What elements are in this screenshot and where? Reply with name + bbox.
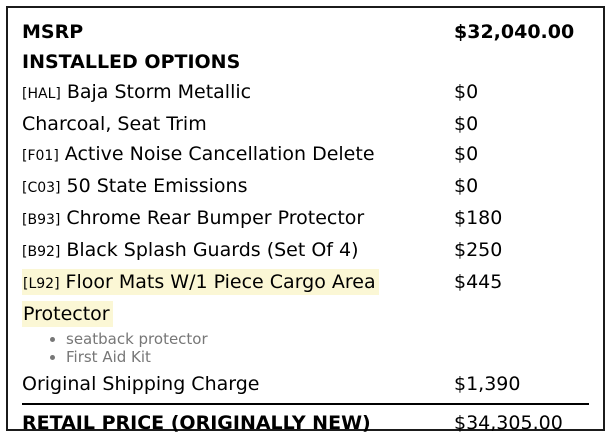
option-name: Charcoal, Seat Trim bbox=[22, 113, 207, 135]
retail-price-value: $34,305.00 bbox=[454, 407, 589, 439]
shipping-value: $1,390 bbox=[454, 369, 589, 399]
option-row: Charcoal, Seat Trim $0 bbox=[22, 109, 589, 139]
option-name: Chrome Rear Bumper Protector bbox=[66, 207, 364, 229]
installed-options-heading: INSTALLED OPTIONS bbox=[22, 47, 455, 77]
option-row: [B93] Chrome Rear Bumper Protector $180 bbox=[22, 203, 589, 235]
option-name: Baja Storm Metallic bbox=[67, 81, 251, 103]
option-code: [F01] bbox=[22, 148, 59, 164]
option-name: Black Splash Guards (Set Of 4) bbox=[66, 239, 358, 261]
option-price: $0 bbox=[454, 109, 589, 139]
option-row: [B92] Black Splash Guards (Set Of 4) $250 bbox=[22, 235, 589, 267]
pricing-sheet: MSRP $32,040.00 INSTALLED OPTIONS [HAL] B… bbox=[6, 6, 605, 431]
total-divider bbox=[22, 403, 589, 405]
retail-price-label: RETAIL PRICE (ORIGINALLY NEW) bbox=[22, 407, 454, 439]
sub-option-item: First Aid Kit bbox=[66, 349, 589, 366]
option-price: $0 bbox=[454, 77, 589, 107]
option-name: Active Noise Cancellation Delete bbox=[65, 143, 375, 165]
msrp-row: MSRP $32,040.00 bbox=[22, 17, 589, 47]
option-price: $0 bbox=[454, 171, 589, 201]
option-price: $445 bbox=[454, 267, 589, 297]
shipping-row: Original Shipping Charge $1,390 bbox=[22, 369, 589, 399]
option-name: 50 State Emissions bbox=[67, 175, 248, 197]
option-price: $180 bbox=[454, 203, 589, 233]
option-row-highlighted: [L92]Floor Mats W/1 Piece Cargo Area Pro… bbox=[22, 267, 589, 329]
msrp-label: MSRP bbox=[22, 17, 454, 47]
option-price: $0 bbox=[454, 139, 589, 169]
option-price: $250 bbox=[454, 235, 589, 265]
option-code: [B92] bbox=[22, 244, 60, 260]
option-code: [HAL] bbox=[22, 86, 61, 102]
sub-option-item: seatback protector bbox=[66, 331, 589, 348]
option-row: [C03] 50 State Emissions $0 bbox=[22, 171, 589, 203]
highlighted-option: [L92]Floor Mats W/1 Piece Cargo Area Pro… bbox=[22, 269, 379, 327]
option-code: [C03] bbox=[22, 180, 61, 196]
msrp-value: $32,040.00 bbox=[454, 17, 589, 47]
shipping-label: Original Shipping Charge bbox=[22, 369, 454, 399]
sub-options-list: seatback protector First Aid Kit bbox=[22, 331, 589, 366]
option-code: [B93] bbox=[22, 212, 60, 228]
option-row: [F01] Active Noise Cancellation Delete $0 bbox=[22, 139, 589, 171]
retail-price-row: RETAIL PRICE (ORIGINALLY NEW) $34,305.00 bbox=[22, 407, 589, 439]
option-name: Floor Mats W/1 Piece Cargo Area Protecto… bbox=[23, 271, 376, 325]
option-code: [L92] bbox=[23, 276, 60, 292]
option-row: [HAL] Baja Storm Metallic $0 bbox=[22, 77, 589, 109]
installed-options-heading-row: INSTALLED OPTIONS bbox=[22, 47, 589, 77]
